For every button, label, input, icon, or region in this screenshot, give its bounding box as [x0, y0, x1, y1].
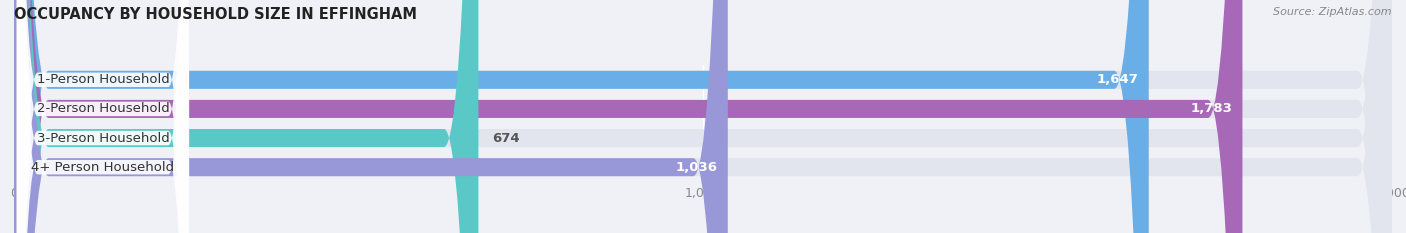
- Text: 1-Person Household: 1-Person Household: [37, 73, 169, 86]
- Text: OCCUPANCY BY HOUSEHOLD SIZE IN EFFINGHAM: OCCUPANCY BY HOUSEHOLD SIZE IN EFFINGHAM: [14, 7, 418, 22]
- FancyBboxPatch shape: [14, 0, 728, 233]
- Text: Source: ZipAtlas.com: Source: ZipAtlas.com: [1274, 7, 1392, 17]
- Text: 1,036: 1,036: [675, 161, 717, 174]
- Text: 4+ Person Household: 4+ Person Household: [31, 161, 174, 174]
- FancyBboxPatch shape: [17, 0, 188, 233]
- FancyBboxPatch shape: [17, 0, 188, 233]
- FancyBboxPatch shape: [17, 0, 188, 233]
- FancyBboxPatch shape: [17, 0, 188, 233]
- FancyBboxPatch shape: [14, 0, 1243, 233]
- FancyBboxPatch shape: [14, 0, 1392, 233]
- Text: 1,783: 1,783: [1191, 103, 1232, 115]
- FancyBboxPatch shape: [14, 0, 478, 233]
- FancyBboxPatch shape: [14, 0, 1392, 233]
- Text: 2-Person Household: 2-Person Household: [37, 103, 169, 115]
- Text: 3-Person Household: 3-Person Household: [37, 132, 169, 144]
- Text: 1,647: 1,647: [1097, 73, 1139, 86]
- FancyBboxPatch shape: [14, 0, 1392, 233]
- FancyBboxPatch shape: [14, 0, 1392, 233]
- Text: 674: 674: [492, 132, 520, 144]
- FancyBboxPatch shape: [14, 0, 1149, 233]
